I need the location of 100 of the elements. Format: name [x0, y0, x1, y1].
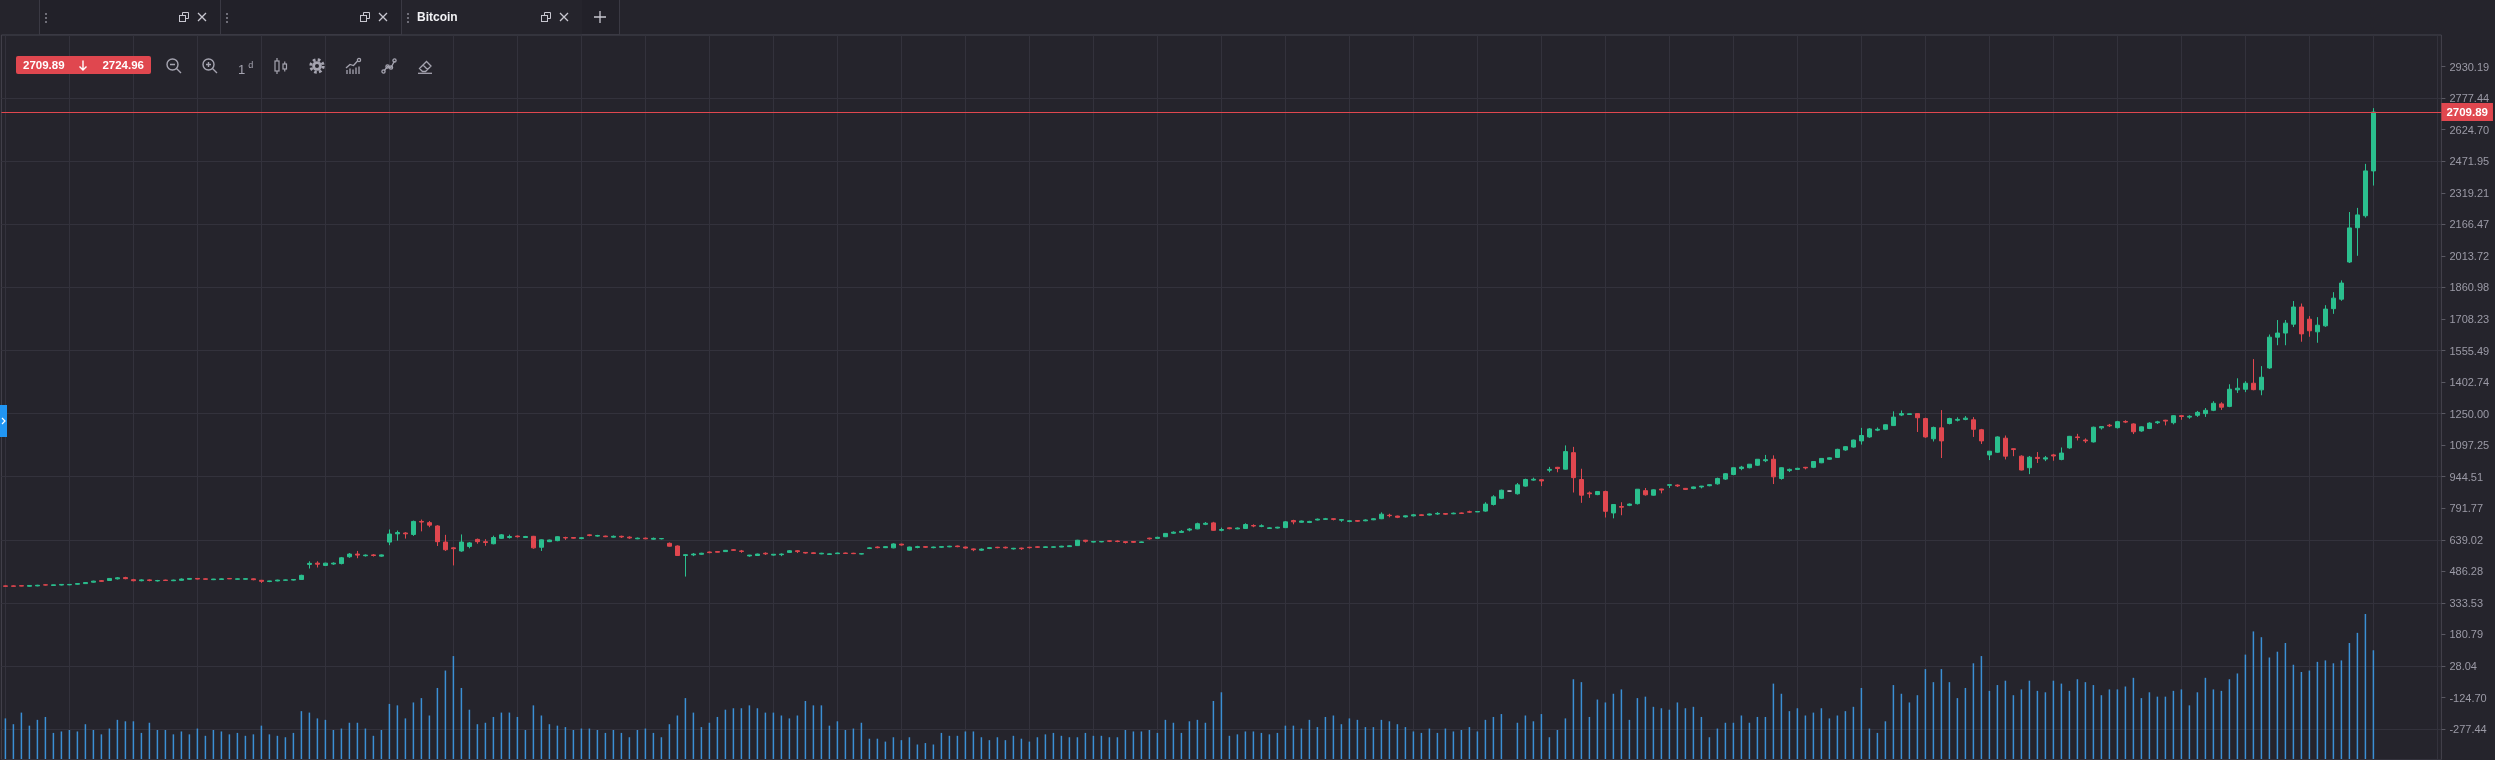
candlestick — [675, 544, 680, 557]
candlestick — [107, 577, 112, 582]
candlestick — [299, 574, 304, 581]
candlestick — [2203, 407, 2208, 418]
y-tick-label: 486.28 — [2449, 565, 2484, 578]
candlestick — [603, 535, 608, 538]
candlestick — [155, 579, 160, 583]
candlestick — [275, 579, 280, 582]
candlestick — [867, 546, 872, 550]
candlestick — [747, 554, 752, 558]
candlestick — [2115, 420, 2120, 429]
candlestick — [1523, 478, 1528, 488]
y-tick-label: 1097.25 — [2449, 439, 2490, 452]
candlestick — [651, 537, 656, 541]
candlestick — [259, 579, 264, 584]
candlestick — [1051, 545, 1056, 549]
candlestick — [1219, 527, 1224, 532]
candlestick — [1499, 489, 1504, 500]
candlestick — [691, 552, 696, 557]
candlestick — [2027, 455, 2032, 475]
candlestick — [123, 576, 128, 580]
candlestick — [1739, 465, 1744, 471]
candlestick — [763, 551, 768, 556]
candlestick — [907, 546, 912, 552]
chart-title: Bitcoin — [417, 10, 458, 24]
candlestick — [43, 583, 48, 586]
candlestick — [707, 551, 712, 554]
candlestick — [91, 580, 96, 584]
candlestick — [1707, 483, 1712, 487]
candlestick — [563, 536, 568, 541]
candlestick — [235, 577, 240, 581]
candlestick — [1571, 446, 1576, 494]
candlestick — [1171, 530, 1176, 535]
candlestick — [1515, 482, 1520, 496]
ref-line-label: 2709.89 — [2446, 106, 2488, 119]
y-tick-label: 1555.49 — [2449, 344, 2490, 357]
candlestick — [403, 531, 408, 540]
candlestick — [1715, 477, 1720, 486]
candlestick — [915, 545, 920, 549]
candlestick — [1363, 518, 1368, 522]
candlestick — [779, 552, 784, 557]
candlestick — [1299, 520, 1304, 524]
candlestick — [1731, 466, 1736, 476]
candlestick — [2187, 414, 2192, 420]
candlestick — [1963, 415, 1968, 421]
candlestick — [1355, 519, 1360, 523]
candlestick — [27, 584, 32, 588]
candlestick — [1723, 472, 1728, 481]
candlestick — [1771, 454, 1776, 485]
candlestick — [1915, 412, 1920, 433]
candlestick — [2227, 383, 2232, 408]
candlestick — [2299, 303, 2304, 343]
y-tick-label: 791.77 — [2449, 502, 2484, 515]
candlestick — [2355, 207, 2360, 257]
candlestick — [1035, 545, 1040, 549]
candlestick — [795, 549, 800, 554]
candlestick — [219, 577, 224, 581]
candlestick — [467, 541, 472, 549]
candlestick — [803, 551, 808, 555]
candlestick — [1067, 544, 1072, 548]
candlestick — [1923, 417, 1928, 439]
candlestick — [859, 552, 864, 555]
y-tick-label: 1250.00 — [2449, 407, 2490, 420]
candlestick — [99, 579, 104, 583]
candlestick — [2123, 419, 2128, 424]
candlestick — [843, 552, 848, 555]
candlestick — [2179, 414, 2184, 421]
candlestick — [1899, 410, 1904, 417]
candlestick — [347, 552, 352, 559]
y-tick-label: 1708.23 — [2449, 312, 2490, 325]
candlestick — [1931, 426, 1936, 442]
candlestick — [1019, 547, 1024, 551]
candlestick — [1683, 487, 1688, 491]
candlestick — [1851, 439, 1856, 449]
candlestick — [2003, 435, 2008, 460]
candlestick — [971, 547, 976, 552]
candlestick — [2067, 435, 2072, 450]
candlestick — [771, 553, 776, 557]
candlestick — [1555, 466, 1560, 473]
candlestick — [1259, 523, 1264, 528]
candlestick — [1139, 540, 1144, 544]
candlestick — [1091, 540, 1096, 543]
candlestick — [1907, 413, 1912, 416]
y-tick-label: 1402.74 — [2449, 376, 2490, 389]
candlestick — [715, 550, 720, 553]
candlestick — [739, 549, 744, 554]
candlestick — [1323, 517, 1328, 521]
candlestick — [2051, 453, 2056, 462]
y-tick-label: 2013.72 — [2449, 249, 2490, 262]
candlestick — [619, 535, 624, 539]
candlestick — [2267, 334, 2272, 370]
candlestick — [1243, 522, 1248, 530]
candlestick — [2091, 426, 2096, 444]
candlestick — [1763, 454, 1768, 463]
candlestick — [579, 536, 584, 540]
candlestick — [1627, 502, 1632, 507]
candlestick — [1099, 540, 1104, 543]
candlestick — [1291, 519, 1296, 525]
candlestick — [339, 556, 344, 565]
candlestick — [611, 534, 616, 539]
